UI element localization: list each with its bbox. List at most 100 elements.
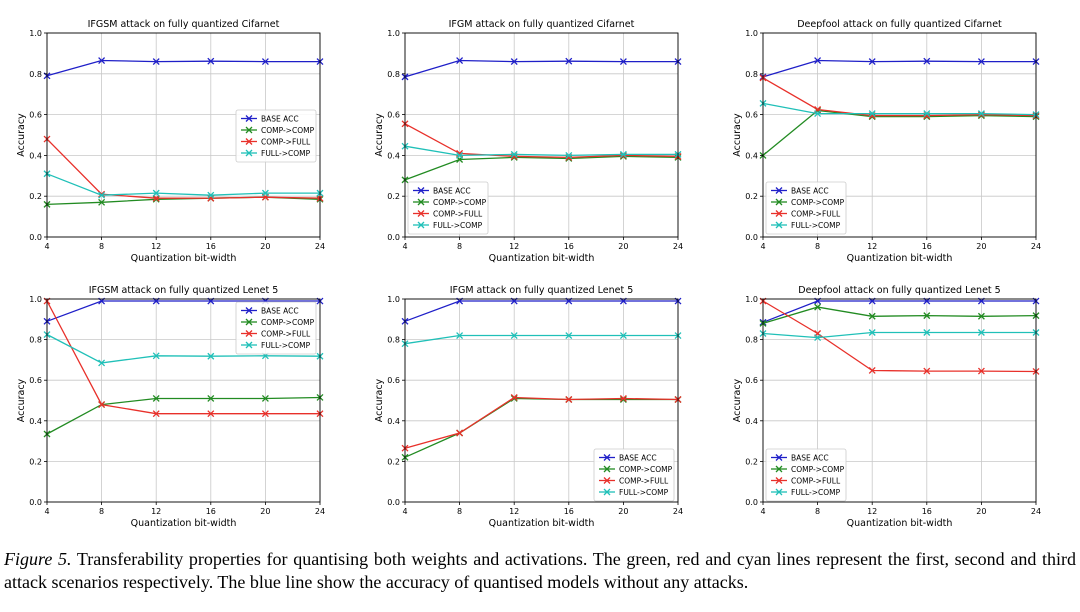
legend-marker-comp-comp bbox=[245, 318, 253, 326]
data-point-comp-comp bbox=[152, 195, 160, 203]
chart-1: 4 8 12 16 20 24 0.0 0.2 0.4 0.6 0.8 1.0 IFGSM attack… bbox=[16, 19, 325, 264]
legend-marker-comp-comp bbox=[775, 465, 783, 473]
y-tick-label: 1.0 bbox=[387, 295, 400, 304]
data-point-full-comp bbox=[977, 110, 985, 118]
y-tick-label: 0.0 bbox=[29, 498, 42, 507]
data-point-comp-full bbox=[977, 367, 985, 375]
y-axis-label: Accuracy bbox=[732, 113, 743, 157]
data-point-comp-comp bbox=[98, 198, 106, 206]
legend-label-full-comp: FULL->COMP bbox=[791, 488, 841, 497]
legend-label-comp-comp: COMP->COMP bbox=[261, 318, 315, 327]
data-point-base-acc bbox=[868, 58, 876, 66]
data-point-base-acc bbox=[261, 58, 269, 66]
y-tick-label: 0.2 bbox=[745, 192, 758, 201]
data-point-full-comp bbox=[565, 332, 573, 339]
data-point-comp-comp bbox=[510, 395, 518, 402]
series-line-base-acc bbox=[404, 59, 678, 78]
series-line-base-acc bbox=[46, 59, 320, 77]
data-point-full-comp bbox=[456, 151, 464, 159]
y-axis-label: Accuracy bbox=[16, 378, 27, 422]
series-line-comp-comp bbox=[46, 396, 321, 435]
legend-marker-comp-full bbox=[417, 210, 425, 217]
legend-label-comp-full: COMP->FULL bbox=[619, 476, 669, 485]
x-tick-label: 24 bbox=[1031, 507, 1041, 516]
legend-label-full-comp: FULL->COMP bbox=[261, 149, 311, 158]
series-line-comp-full bbox=[762, 77, 1037, 117]
data-point-comp-comp bbox=[261, 395, 269, 402]
y-tick-label: 0.4 bbox=[29, 151, 42, 160]
x-tick-label: 24 bbox=[315, 507, 325, 516]
x-tick-label: 20 bbox=[618, 242, 628, 251]
legend-marker-comp-full bbox=[603, 477, 611, 484]
legend-marker-comp-full bbox=[245, 330, 253, 337]
legend-label-comp-comp: COMP->COMP bbox=[791, 465, 845, 474]
legend-label-comp-full: COMP->FULL bbox=[261, 329, 311, 338]
series-line-comp-full bbox=[46, 138, 321, 199]
data-point-full-comp bbox=[868, 329, 876, 336]
y-tick-label: 0.0 bbox=[387, 498, 400, 507]
data-point-comp-full bbox=[207, 194, 215, 202]
chart-title: IFGSM attack on fully quantized Cifarnet bbox=[88, 19, 280, 30]
figure-grid: 4 8 12 16 20 24 0.0 0.2 0.4 0.6 0.8 1.0 IFGSM attack… bbox=[16, 19, 1041, 529]
data-point-full-comp bbox=[619, 150, 627, 158]
data-point-base-acc bbox=[98, 57, 106, 64]
y-tick-label: 0.2 bbox=[387, 192, 400, 201]
x-tick-label: 4 bbox=[402, 242, 407, 251]
x-tick-label: 8 bbox=[457, 242, 462, 251]
legend-marker-full-comp bbox=[417, 221, 425, 229]
chart-6: 4 8 12 16 20 24 0.0 0.2 0.4 0.6 0.8 1.0 Deepfool att… bbox=[732, 285, 1041, 529]
data-point-full-comp bbox=[977, 329, 985, 336]
data-point-comp-full bbox=[868, 366, 876, 374]
x-tick-label: 20 bbox=[976, 507, 986, 516]
legend-label-base-acc: BASE ACC bbox=[433, 186, 471, 195]
legend-box bbox=[593, 448, 675, 502]
legend-label-comp-comp: COMP->COMP bbox=[261, 126, 315, 135]
data-point-comp-full bbox=[207, 410, 215, 418]
data-point-full-comp bbox=[207, 352, 215, 360]
x-tick-label: 20 bbox=[618, 507, 628, 516]
legend-marker-comp-full bbox=[775, 210, 783, 217]
x-tick-label: 4 bbox=[44, 507, 49, 516]
data-point-comp-full bbox=[923, 367, 931, 375]
data-point-full-comp bbox=[923, 110, 931, 118]
series-line-comp-comp bbox=[404, 397, 678, 458]
x-tick-label: 24 bbox=[1031, 242, 1041, 251]
x-axis-label: Quantization bit-width bbox=[847, 253, 953, 264]
chart-title: Deepfool attack on fully quantized Cifar… bbox=[797, 19, 1002, 30]
y-axis-label: Accuracy bbox=[732, 378, 743, 422]
data-point-full-comp bbox=[98, 191, 106, 199]
series-line-full-comp bbox=[762, 102, 1037, 116]
x-tick-label: 20 bbox=[976, 242, 986, 251]
x-tick-label: 8 bbox=[815, 242, 820, 251]
y-tick-label: 1.0 bbox=[745, 295, 758, 304]
x-tick-label: 20 bbox=[260, 507, 270, 516]
x-axis-label: Quantization bit-width bbox=[847, 518, 953, 529]
x-tick-label: 8 bbox=[99, 507, 104, 516]
legend-marker-base-acc bbox=[245, 115, 253, 122]
y-tick-label: 0.6 bbox=[29, 376, 42, 385]
data-point-base-acc bbox=[923, 57, 931, 65]
legend-label-comp-full: COMP->FULL bbox=[433, 209, 483, 218]
y-tick-label: 0.6 bbox=[387, 376, 400, 385]
data-point-full-comp bbox=[152, 352, 160, 360]
data-point-comp-comp bbox=[619, 396, 627, 403]
x-tick-label: 24 bbox=[673, 507, 683, 516]
series-line-base-acc bbox=[762, 300, 1036, 323]
x-tick-label: 12 bbox=[509, 242, 519, 251]
y-tick-label: 0.0 bbox=[387, 233, 400, 242]
x-tick-label: 24 bbox=[673, 242, 683, 251]
legend-label-full-comp: FULL->COMP bbox=[619, 488, 669, 497]
y-tick-label: 0.2 bbox=[387, 457, 400, 466]
x-axis-label: Quantization bit-width bbox=[131, 253, 237, 264]
legend-box bbox=[765, 181, 847, 235]
legend-label-base-acc: BASE ACC bbox=[791, 453, 829, 462]
x-tick-label: 8 bbox=[99, 242, 104, 251]
x-tick-label: 12 bbox=[151, 507, 161, 516]
legend-label-full-comp: FULL->COMP bbox=[433, 221, 483, 230]
legend-marker-full-comp bbox=[775, 488, 783, 496]
x-axis-label: Quantization bit-width bbox=[489, 518, 595, 529]
x-tick-label: 16 bbox=[206, 242, 216, 251]
data-point-base-acc bbox=[619, 58, 627, 66]
x-tick-label: 12 bbox=[867, 507, 877, 516]
legend-marker-comp-full bbox=[775, 477, 783, 484]
